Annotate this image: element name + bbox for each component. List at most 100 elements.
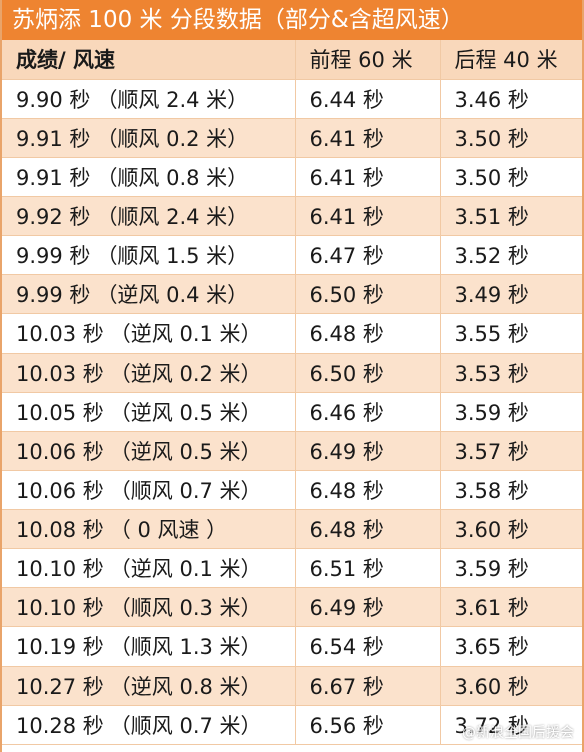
result-wind-cell: 9.91 秒（顺风 0.8 米） — [2, 157, 295, 198]
first-60m-cell: 6.46 秒 — [294, 392, 440, 432]
last-40m-cell: 3.55 秒 — [439, 313, 582, 354]
result-wind-cell: 10.03 秒（逆风 0.2 米） — [2, 353, 295, 393]
result-time: 10.06 秒 — [16, 439, 104, 464]
result-time: 10.03 秒 — [16, 361, 104, 386]
first-60m-cell: 6.47 秒 — [294, 235, 440, 276]
wind-condition: （ 0 风速 ） — [109, 518, 228, 543]
result-time: 9.99 秒 — [16, 244, 91, 269]
result-time: 10.28 秒 — [16, 713, 104, 738]
wind-condition: （逆风 0.8 米） — [109, 674, 262, 699]
last-40m-cell: 3.50 秒 — [439, 118, 582, 158]
result-time: 10.03 秒 — [16, 322, 104, 347]
wind-condition: （顺风 1.5 米） — [96, 244, 249, 269]
first-60m-cell: 6.67 秒 — [294, 666, 440, 706]
last-40m-cell: 3.59 秒 — [439, 548, 582, 589]
last-40m-cell: 3.57 秒 — [439, 431, 582, 471]
result-wind-cell: 10.19 秒（顺风 1.3 米） — [2, 626, 295, 667]
last-40m-cell: 3.46 秒 — [439, 79, 582, 119]
result-time: 9.91 秒 — [16, 126, 91, 151]
result-time: 10.10 秒 — [16, 557, 104, 582]
wind-condition: （逆风 0.4 米） — [96, 283, 249, 308]
result-wind-cell: 9.90 秒（顺风 2.4 米） — [2, 79, 295, 119]
wind-condition: （逆风 0.2 米） — [109, 361, 262, 386]
result-time: 10.06 秒 — [16, 478, 104, 503]
first-60m-cell: 6.48 秒 — [294, 509, 440, 550]
header-row: 成绩/ 风速 前程 60 米 后程 40 米 — [2, 40, 582, 80]
last-40m-cell: 3.50 秒 — [439, 157, 582, 198]
wind-condition: （顺风 0.2 米） — [96, 126, 249, 151]
first-60m-cell: 6.50 秒 — [294, 353, 440, 393]
table-row: 10.10 秒（顺风 0.3 米） 6.49 秒 3.61 秒 — [2, 587, 582, 628]
splits-table: 成绩/ 风速 前程 60 米 后程 40 米 9.90 秒（顺风 2.4 米） 6… — [2, 40, 582, 745]
wind-condition: （顺风 0.8 米） — [96, 165, 249, 190]
wind-condition: （顺风 0.7 米） — [109, 713, 262, 738]
result-wind-cell: 10.10 秒（逆风 0.1 米） — [2, 548, 295, 589]
result-wind-cell: 10.08 秒（ 0 风速 ） — [2, 509, 295, 550]
first-60m-cell: 6.48 秒 — [294, 470, 440, 511]
first-60m-cell: 6.41 秒 — [294, 157, 440, 198]
result-wind-cell: 9.99 秒（顺风 1.5 米） — [2, 235, 295, 276]
last-40m-cell: 3.58 秒 — [439, 470, 582, 511]
result-wind-cell: 9.91 秒（顺风 0.2 米） — [2, 118, 295, 158]
last-40m-cell: 3.59 秒 — [439, 392, 582, 432]
result-wind-cell: 10.06 秒（顺风 0.7 米） — [2, 470, 295, 511]
first-60m-cell: 6.49 秒 — [294, 431, 440, 471]
last-40m-cell: 3.60 秒 — [439, 666, 582, 706]
wind-condition: （顺风 1.3 米） — [109, 635, 262, 660]
result-wind-cell: 10.10 秒（顺风 0.3 米） — [2, 587, 295, 628]
first-60m-cell: 6.44 秒 — [294, 79, 440, 119]
wind-condition: （逆风 0.5 米） — [109, 400, 262, 425]
wind-condition: （顺风 2.4 米） — [96, 205, 249, 230]
sheet-title: 苏炳添 100 米 分段数据（部分&含超风速） — [2, 0, 582, 40]
last-40m-cell: 3.49 秒 — [439, 274, 582, 315]
result-wind-cell: 10.03 秒（逆风 0.1 米） — [2, 313, 295, 354]
result-wind-cell: 10.06 秒（逆风 0.5 米） — [2, 431, 295, 471]
table-row: 9.90 秒（顺风 2.4 米） 6.44 秒 3.46 秒 — [2, 79, 582, 119]
table-row: 10.06 秒（顺风 0.7 米） 6.48 秒 3.58 秒 — [2, 470, 582, 511]
result-wind-cell: 10.28 秒（顺风 0.7 米） — [2, 705, 295, 745]
last-40m-cell: 3.65 秒 — [439, 626, 582, 667]
last-40m-cell: 3.72 秒 — [439, 705, 582, 745]
table-row: 10.10 秒（逆风 0.1 米） 6.51 秒 3.59 秒 — [2, 548, 582, 589]
result-time: 9.90 秒 — [16, 87, 91, 112]
result-time: 10.19 秒 — [16, 635, 104, 660]
table-row: 10.05 秒（逆风 0.5 米） 6.46 秒 3.59 秒 — [2, 392, 582, 432]
table-row: 10.27 秒（逆风 0.8 米） 6.67 秒 3.60 秒 — [2, 666, 582, 706]
table-row: 9.91 秒（顺风 0.2 米） 6.41 秒 3.50 秒 — [2, 118, 582, 158]
last-40m-cell: 3.53 秒 — [439, 353, 582, 393]
result-wind-cell: 10.27 秒（逆风 0.8 米） — [2, 666, 295, 706]
wind-condition: （顺风 0.3 米） — [109, 596, 262, 621]
header-first-60m: 前程 60 米 — [294, 40, 440, 80]
table-row: 10.06 秒（逆风 0.5 米） 6.49 秒 3.57 秒 — [2, 431, 582, 471]
result-time: 9.92 秒 — [16, 205, 91, 230]
first-60m-cell: 6.49 秒 — [294, 587, 440, 628]
header-last-40m: 后程 40 米 — [439, 40, 582, 80]
last-40m-cell: 3.60 秒 — [439, 509, 582, 550]
last-40m-cell: 3.51 秒 — [439, 196, 582, 237]
table-row: 10.03 秒（逆风 0.2 米） 6.50 秒 3.53 秒 — [2, 353, 582, 393]
result-wind-cell: 9.92 秒（顺风 2.4 米） — [2, 196, 295, 237]
table-row: 10.19 秒（顺风 1.3 米） 6.54 秒 3.65 秒 — [2, 626, 582, 667]
first-60m-cell: 6.50 秒 — [294, 274, 440, 315]
table-row: 9.92 秒（顺风 2.4 米） 6.41 秒 3.51 秒 — [2, 196, 582, 237]
first-60m-cell: 6.56 秒 — [294, 705, 440, 745]
result-time: 10.10 秒 — [16, 596, 104, 621]
result-time: 10.05 秒 — [16, 400, 104, 425]
table-row: 10.08 秒（ 0 风速 ） 6.48 秒 3.60 秒 — [2, 509, 582, 550]
first-60m-cell: 6.54 秒 — [294, 626, 440, 667]
wind-condition: （逆风 0.1 米） — [109, 557, 262, 582]
watermark: @新浪全国后援会 — [462, 725, 574, 741]
last-40m-cell: 3.52 秒 — [439, 235, 582, 276]
result-time: 9.91 秒 — [16, 165, 91, 190]
result-wind-cell: 9.99 秒（逆风 0.4 米） — [2, 274, 295, 315]
first-60m-cell: 6.41 秒 — [294, 118, 440, 158]
wind-condition: （逆风 0.5 米） — [109, 439, 262, 464]
result-wind-cell: 10.05 秒（逆风 0.5 米） — [2, 392, 295, 432]
result-time: 10.27 秒 — [16, 674, 104, 699]
result-time: 10.08 秒 — [16, 518, 104, 543]
table-row: 9.91 秒（顺风 0.8 米） 6.41 秒 3.50 秒 — [2, 157, 582, 198]
first-60m-cell: 6.51 秒 — [294, 548, 440, 589]
wind-condition: （逆风 0.1 米） — [109, 322, 262, 347]
last-40m-cell: 3.61 秒 — [439, 587, 582, 628]
